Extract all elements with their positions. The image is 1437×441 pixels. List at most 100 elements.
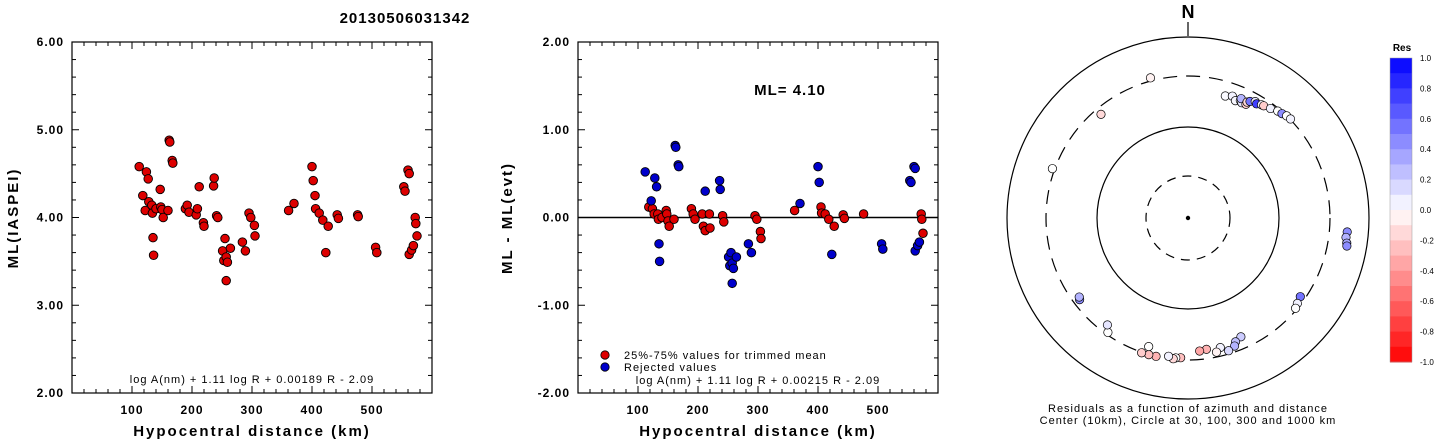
colorbar-cell	[1390, 58, 1412, 74]
colorbar-cell	[1390, 149, 1412, 165]
station-point	[1224, 346, 1234, 356]
data-point	[155, 184, 165, 195]
colorbar-cell	[1390, 73, 1412, 89]
y-tick-label: 3.00	[37, 298, 64, 312]
data-point	[246, 212, 256, 223]
data-point	[163, 205, 173, 216]
rejected-point	[651, 182, 662, 192]
trimmed-point	[704, 209, 715, 219]
x-tick-label: 300	[746, 403, 769, 417]
station-point	[1164, 351, 1174, 361]
colorbar-tick-label: 0.2	[1420, 176, 1432, 185]
colorbar-cell	[1390, 179, 1412, 196]
rejected-point	[654, 239, 664, 249]
data-point	[307, 161, 317, 172]
colorbar-tick-label: -0.4	[1420, 267, 1434, 276]
data-point	[138, 190, 148, 201]
x-axis-label: Hypocentral distance (km)	[133, 423, 371, 440]
colorbar-tick-label: 0.8	[1420, 84, 1432, 93]
station-points	[1047, 73, 1352, 364]
colorbar-cell	[1390, 240, 1412, 257]
colorbar-cell	[1390, 88, 1412, 105]
data-point	[240, 246, 251, 256]
rejected-point	[715, 184, 725, 195]
data-point	[310, 190, 320, 201]
station-point	[1285, 114, 1296, 124]
colorbar-cell	[1390, 255, 1412, 272]
x-axis-label: Hypocentral distance (km)	[639, 423, 877, 440]
colorbar-tick-label: 0.0	[1420, 206, 1432, 215]
station-point	[1291, 303, 1301, 313]
formula-text: log A(nm) + 1.11 log R + 0.00189 R - 2.0…	[130, 374, 374, 386]
data-point	[404, 168, 414, 179]
data-point	[148, 250, 159, 260]
data-point	[237, 237, 248, 247]
data-point	[143, 174, 153, 184]
azimuth-distance-panel: N Residuals as a function of azimuth and…	[1006, 2, 1370, 427]
station-point	[1230, 341, 1240, 351]
legend-marker-trimmed	[600, 350, 610, 360]
colorbar-tick-label: 0.4	[1420, 145, 1432, 154]
rejected-point	[728, 263, 739, 274]
data-point	[213, 212, 223, 223]
x-tick-label: 300	[240, 403, 263, 417]
station-point	[1211, 347, 1222, 357]
data-point	[165, 137, 175, 147]
colorbar-cell	[1390, 316, 1412, 333]
trimmed-point	[829, 221, 839, 232]
station-point	[1342, 241, 1352, 251]
caption-line-1: Residuals as a function of azimuth and d…	[1048, 403, 1328, 415]
rejected-point	[906, 177, 916, 188]
north-label: N	[1182, 2, 1195, 22]
colorbar-cell	[1390, 286, 1412, 302]
rejected-point	[746, 247, 757, 258]
data-point	[199, 221, 209, 232]
y-tick-label: -1.00	[538, 298, 570, 312]
ml-vs-distance-panel: 100 200 300 400 500 2.00 3.00 4.00 5.00 6.00 Hyp…	[5, 35, 433, 440]
rejected-point	[814, 177, 824, 188]
rejected-point	[910, 163, 920, 174]
y-tick-label: 6.00	[37, 35, 64, 49]
rejected-point	[727, 278, 737, 289]
ring-30km	[1145, 175, 1231, 261]
rejected-point	[878, 244, 888, 254]
trimmed-point	[858, 209, 869, 219]
x-tick-label: 400	[300, 403, 323, 417]
colorbar-tick-label: 1.0	[1420, 54, 1432, 63]
y-tick-label: 2.00	[543, 35, 570, 49]
rejected-point	[646, 196, 656, 206]
residual-colorbar: Res 1.0 0.8 0.6 0.4 0.2 0.0 -0.2 -0.4 -0.6 -0.8 -1…	[1389, 43, 1434, 367]
trimmed-point	[690, 214, 700, 225]
station-point	[1144, 342, 1154, 352]
y-tick-labels: 2.00 3.00 4.00 5.00 6.00	[37, 35, 64, 400]
rejected-point	[650, 173, 660, 183]
station-point	[1074, 292, 1084, 302]
y-axis-label: ML(IASPEI)	[5, 168, 22, 269]
tick-marks	[578, 42, 938, 393]
colorbar-tick-labels: 1.0 0.8 0.6 0.4 0.2 0.0 -0.2 -0.4 -0.6 -0.8 -1.0	[1420, 54, 1434, 367]
trimmed-point	[752, 214, 762, 225]
trimmed-point	[756, 233, 766, 244]
colorbar-cell	[1390, 225, 1412, 241]
x-tick-labels: 100 200 300 400 500	[626, 403, 888, 417]
rejected-point	[714, 175, 725, 186]
x-tick-label: 100	[120, 403, 143, 417]
caption-line-2: Center (10km), Circle at 30, 100, 300 an…	[1040, 415, 1337, 427]
y-tick-labels: -2.00 -1.00 0.00 1.00 2.00	[538, 35, 570, 400]
y-tick-label: -2.00	[538, 386, 570, 400]
rejected-point	[827, 249, 837, 260]
x-tick-label: 500	[360, 403, 383, 417]
colorbar-tick-label: -0.8	[1420, 328, 1434, 337]
legend-label-rejected: Rejected values	[624, 362, 717, 374]
legend-label-trimmed: 25%-75% values for trimmed mean	[624, 350, 827, 362]
y-tick-label: 2.00	[37, 386, 64, 400]
colorbar-cell	[1390, 301, 1412, 317]
colorbar-cell	[1390, 164, 1412, 181]
colorbar-cell	[1390, 118, 1412, 135]
trimmed-point	[917, 214, 927, 225]
data-points	[134, 135, 422, 286]
data-point	[283, 205, 294, 216]
colorbar-cell	[1390, 134, 1412, 150]
tick-marks	[72, 42, 432, 393]
